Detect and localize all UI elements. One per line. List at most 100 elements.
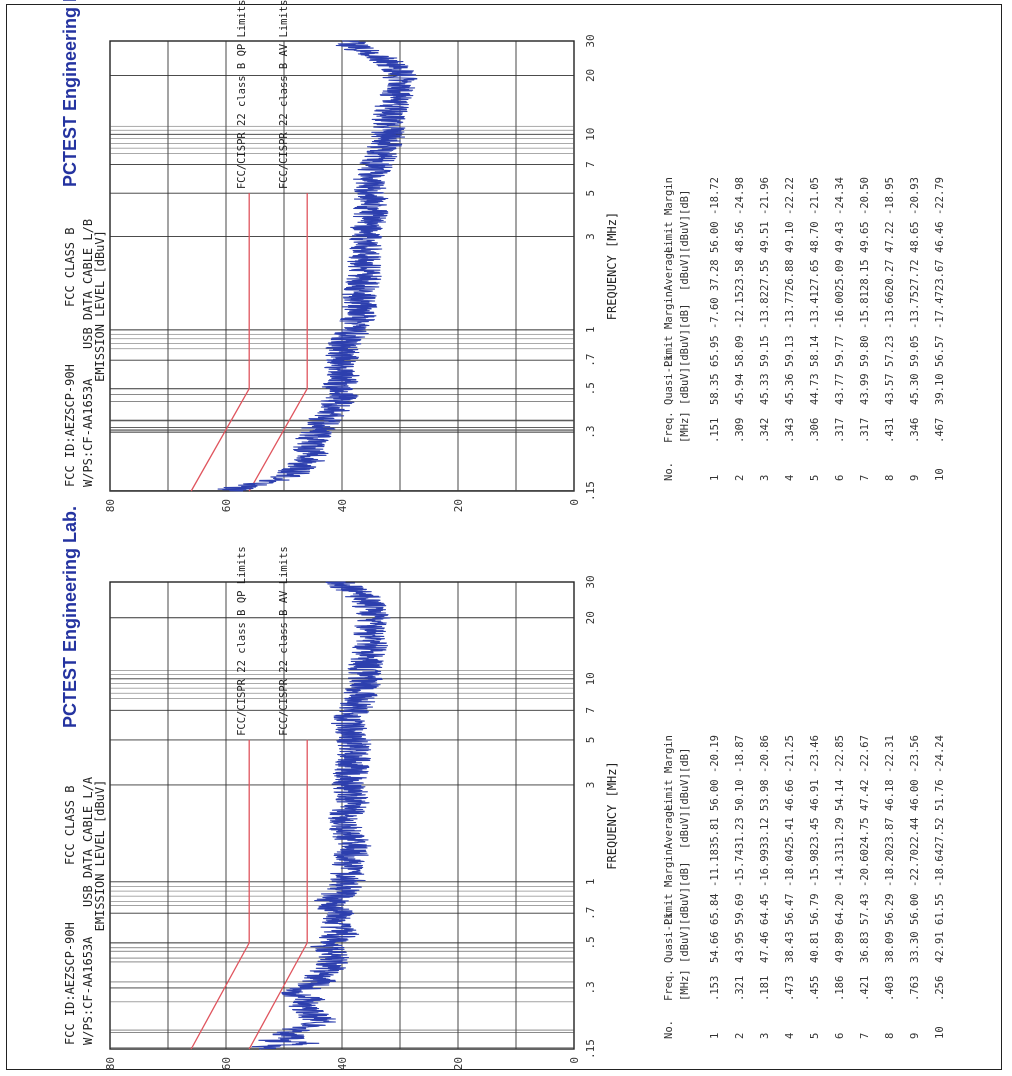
table-cell: -7.60 bbox=[709, 297, 721, 329]
table-cell: 23.45 bbox=[809, 817, 821, 849]
table-cell: -23.56 bbox=[909, 735, 921, 773]
table-cell: 65.84 bbox=[709, 893, 721, 925]
table-cell: 25.09 bbox=[834, 259, 846, 291]
table-header-unit: [dBuV] bbox=[679, 329, 691, 367]
table-cell: 40.81 bbox=[809, 931, 821, 963]
table-cell: 61.55 bbox=[934, 893, 946, 925]
freq-tick-label: 3 bbox=[584, 233, 597, 240]
table-cell: 27.65 bbox=[809, 259, 821, 291]
table-cell: -18.04 bbox=[784, 849, 796, 887]
table-cell: 46.46 bbox=[934, 221, 946, 253]
qp-limit-label: FCC/CISPR 22 class B QP Limits bbox=[236, 546, 248, 736]
table-cell: 22.44 bbox=[909, 817, 921, 849]
table-header-cell: Limit bbox=[663, 221, 675, 253]
table-cell: 59.15 bbox=[759, 335, 771, 367]
level-tick-label: 60 bbox=[220, 499, 233, 512]
table-header-unit: [dBuV] bbox=[679, 773, 691, 811]
level-tick-label: 20 bbox=[452, 1057, 465, 1070]
fcc-id-text: FCC ID:AEZSCP-90H bbox=[63, 364, 77, 487]
table-cell: -16.00 bbox=[834, 291, 846, 329]
table-cell: -22.31 bbox=[884, 735, 896, 773]
x-axis-title: FREQUENCY [MHz] bbox=[605, 761, 619, 869]
table-cell: -14.31 bbox=[834, 849, 846, 887]
freq-tick-label: 30 bbox=[584, 575, 597, 588]
table-cell: 35.81 bbox=[709, 817, 721, 849]
table-cell: 23.67 bbox=[934, 259, 946, 291]
table-cell: 46.18 bbox=[884, 779, 896, 811]
table-header-unit: [dBuV] bbox=[679, 253, 691, 291]
table-cell: 45.33 bbox=[759, 373, 771, 405]
table-cell: 59.05 bbox=[909, 335, 921, 367]
table-cell: 5 bbox=[809, 1033, 821, 1039]
table-cell: -24.34 bbox=[834, 177, 846, 215]
table-cell: 56.00 bbox=[909, 893, 921, 925]
table-cell: -13.75 bbox=[909, 291, 921, 329]
table-cell: 6 bbox=[834, 1033, 846, 1039]
table-cell: 56.47 bbox=[784, 893, 796, 925]
table-header-cell: Freq. bbox=[663, 969, 675, 1001]
freq-tick-label: 5 bbox=[584, 190, 597, 197]
table-cell: 59.69 bbox=[734, 893, 746, 925]
level-tick-label: 60 bbox=[220, 1057, 233, 1070]
freq-tick-label: 10 bbox=[584, 128, 597, 141]
freq-tick-label: 5 bbox=[584, 737, 597, 744]
table-cell: -20.86 bbox=[759, 735, 771, 773]
table-cell: 43.99 bbox=[859, 373, 871, 405]
table-cell: 23.87 bbox=[884, 817, 896, 849]
table-cell: 23.58 bbox=[734, 259, 746, 291]
table-cell: -24.98 bbox=[734, 177, 746, 215]
freq-tick-label: .7 bbox=[584, 354, 597, 367]
table-cell: 49.51 bbox=[759, 221, 771, 253]
table-cell: -20.19 bbox=[709, 735, 721, 773]
table-cell: 2 bbox=[734, 1033, 746, 1039]
table-cell: -13.82 bbox=[759, 291, 771, 329]
table-header-cell: No. bbox=[663, 1020, 675, 1039]
table-cell: 59.77 bbox=[834, 335, 846, 367]
table-cell: 47.46 bbox=[759, 931, 771, 963]
table-cell: .343 bbox=[784, 418, 796, 443]
lab-logo-text: PCTEST Engineering Lab. bbox=[60, 0, 80, 187]
table-cell: 10 bbox=[934, 1026, 946, 1039]
table-cell: 56.29 bbox=[884, 893, 896, 925]
qp-limit-line bbox=[191, 193, 249, 491]
table-cell: -22.67 bbox=[859, 735, 871, 773]
table-cell: 57.23 bbox=[884, 335, 896, 367]
table-cell: 64.20 bbox=[834, 893, 846, 925]
table-cell: 20.27 bbox=[884, 259, 896, 291]
table-header-unit: [dBuV] bbox=[679, 367, 691, 405]
table-cell: .342 bbox=[759, 418, 771, 443]
table-cell: 4 bbox=[784, 475, 796, 481]
table-cell: -16.99 bbox=[759, 849, 771, 887]
table-cell: 46.00 bbox=[909, 779, 921, 811]
table-cell: .403 bbox=[884, 976, 896, 1001]
table-cell: 26.88 bbox=[784, 259, 796, 291]
table-cell: -22.22 bbox=[784, 177, 796, 215]
qp-limit-line bbox=[191, 740, 249, 1049]
table-header-unit: [dB] bbox=[679, 304, 691, 329]
table-cell: 49.89 bbox=[834, 931, 846, 963]
table-cell: 31.29 bbox=[834, 817, 846, 849]
freq-tick-label: .5 bbox=[584, 382, 597, 395]
table-header-cell: Margin bbox=[663, 735, 675, 773]
table-cell: -13.41 bbox=[809, 291, 821, 329]
table-cell: .467 bbox=[934, 418, 946, 443]
table-cell: 58.09 bbox=[734, 335, 746, 367]
cable-text: USB DATA CABLE L/A bbox=[81, 776, 95, 907]
table-cell: -21.96 bbox=[759, 177, 771, 215]
table-cell: 46.66 bbox=[784, 779, 796, 811]
table-cell: 4 bbox=[784, 1033, 796, 1039]
table-cell: 36.83 bbox=[859, 931, 871, 963]
table-cell: .309 bbox=[734, 418, 746, 443]
table-cell: .317 bbox=[834, 418, 846, 443]
av-limit-label: FCC/CISPR 22 class B AV Limits bbox=[278, 0, 290, 189]
table-cell: 59.13 bbox=[784, 335, 796, 367]
fcc-id-text: FCC ID:AEZSCP-90H bbox=[63, 922, 77, 1045]
table-cell: 28.15 bbox=[859, 259, 871, 291]
table-cell: .431 bbox=[884, 418, 896, 443]
y-axis-title: EMISSION LEVEL [dBuV] bbox=[93, 230, 107, 382]
table-cell: 10 bbox=[934, 468, 946, 481]
freq-tick-label: .5 bbox=[584, 936, 597, 949]
class-text: FCC CLASS B bbox=[63, 228, 77, 307]
level-tick-label: 0 bbox=[568, 499, 581, 506]
